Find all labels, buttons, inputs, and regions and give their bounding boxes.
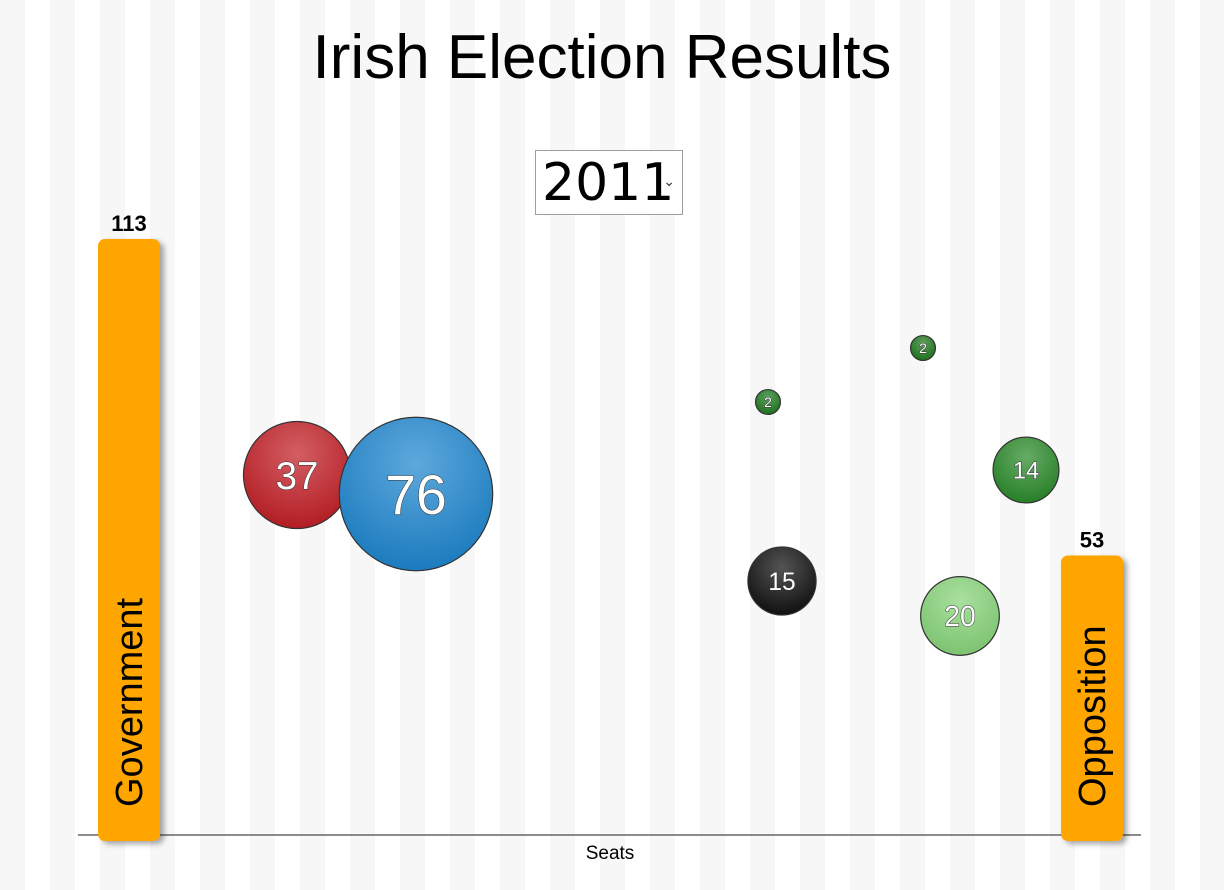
year-select[interactable]: 2011 ⌄ [535, 150, 683, 215]
bar-value-label: 53 [1080, 527, 1104, 552]
bubble-value-label: 37 [276, 455, 319, 498]
bubble-value-label: 2 [764, 394, 772, 410]
bubble[interactable] [338, 416, 494, 572]
bubble-value-label: 20 [944, 601, 976, 633]
bar-opposition [1061, 555, 1123, 841]
chart-title: Irish Election Results [312, 23, 892, 92]
bubble-value-label: 76 [385, 464, 446, 526]
bubble-value-label: 15 [768, 569, 795, 596]
bubble[interactable] [992, 436, 1060, 504]
bubble[interactable] [920, 576, 1000, 656]
bar-name-label: Government [109, 597, 151, 807]
bubble-value-label: 2 [919, 340, 927, 356]
bar-value-label: 113 [111, 211, 147, 236]
chevron-down-icon: ⌄ [663, 173, 675, 189]
bar-government [98, 239, 160, 841]
bubble[interactable] [747, 546, 817, 616]
bar-name-label: Opposition [1072, 625, 1114, 807]
year-select-value: 2011 [542, 152, 675, 213]
bubble[interactable] [754, 388, 782, 416]
x-axis-label: Seats [586, 843, 635, 864]
bubble[interactable] [909, 334, 937, 362]
bubble-value-label: 14 [1013, 459, 1039, 485]
